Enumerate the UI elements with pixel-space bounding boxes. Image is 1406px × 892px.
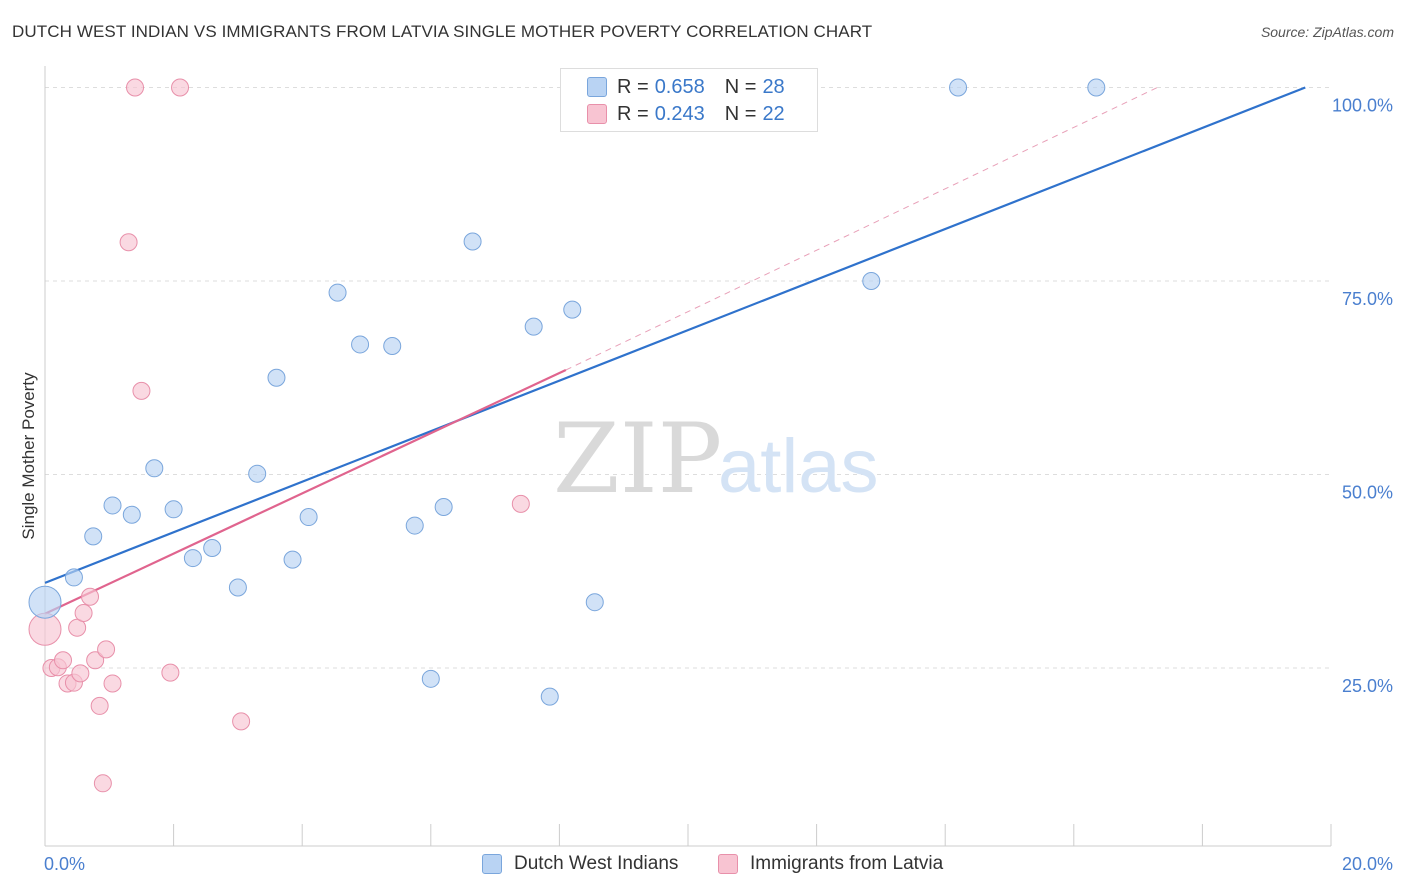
latvia-point (119, 233, 138, 252)
dutch-west-indian-point (145, 459, 164, 478)
dutch-west-indian-point (383, 336, 402, 355)
data-points (28, 78, 1106, 793)
dutch-west-indian-point (949, 78, 968, 97)
dutch-west-indian-point (228, 578, 247, 597)
y-tick-label: 25.0% (1342, 676, 1393, 696)
dutch-west-indian-point (463, 232, 482, 251)
dutch-west-indian-point (267, 368, 286, 387)
latvia-point (86, 651, 105, 670)
y-tick-label: 75.0% (1342, 289, 1393, 309)
x-tick-label: 20.0% (1342, 854, 1393, 874)
latvia-point (103, 674, 122, 693)
dutch-west-indian-point (203, 539, 222, 558)
r-value: 0.658 (654, 75, 705, 98)
dutch-west-indian-point (283, 550, 302, 569)
r-label: R = (617, 102, 649, 125)
latvia-point (74, 604, 93, 623)
dutch-west-indian-point (524, 317, 543, 336)
dutch-west-indian-point (183, 549, 202, 568)
legend-row-dutch-west-indians: R = 0.658 N = 28 (587, 75, 785, 99)
y-tick-label: 50.0% (1342, 482, 1393, 502)
dutch-west-indian-point (405, 516, 424, 535)
dutch-west-indian-point (28, 585, 62, 619)
pink-swatch-icon (718, 854, 738, 874)
axis-labels: 25.0% 50.0% 75.0% 100.0% 0.0% 20.0% Single Mot… (19, 95, 1393, 874)
blue-swatch-icon (587, 77, 607, 97)
dutch-west-indian-point (862, 271, 881, 290)
n-label: N = (724, 102, 757, 125)
bottom-legend-dutch-west-indians: Dutch West Indians (482, 852, 678, 876)
latvia-point (93, 774, 112, 793)
dutch-west-indian-point (103, 496, 122, 515)
bottom-legend-immigrants-from-latvia: Immigrants from Latvia (718, 852, 943, 876)
dutch-west-indian-point (585, 593, 604, 612)
trend-lines (44, 86, 1306, 615)
dutch-west-indian-point (248, 464, 267, 483)
pink-swatch-icon (587, 104, 607, 124)
latvia-point (71, 664, 90, 683)
dutch-west-indian-point (164, 500, 183, 519)
dutch-west-indian-point (351, 335, 370, 354)
dutch-west-indian-point (563, 300, 582, 319)
latvia-point (171, 78, 190, 97)
dutch-west-indian-trend-line (44, 86, 1306, 584)
series1-label: Dutch West Indians (514, 853, 679, 874)
dutch-west-indian-point (299, 508, 318, 527)
dutch-west-indian-point (421, 669, 440, 688)
latvia-point (232, 712, 251, 731)
y-axis-title: Single Mother Poverty (19, 372, 38, 540)
latvia-point (81, 587, 100, 606)
y-tick-label: 100.0% (1332, 95, 1393, 115)
r-value: 0.243 (654, 102, 705, 125)
dutch-west-indian-point (122, 505, 141, 524)
dutch-west-indian-point (1087, 78, 1106, 97)
latvia-point (97, 640, 116, 659)
dutch-west-indian-point (540, 687, 559, 706)
dutch-west-indian-point (84, 527, 103, 546)
latvia-point (90, 696, 109, 715)
latvia-point (132, 381, 151, 400)
dutch-west-indian-point (64, 568, 83, 587)
series2-label: Immigrants from Latvia (750, 853, 944, 874)
x-tick-label: 0.0% (44, 854, 85, 874)
watermark-atlas: atlas (718, 424, 879, 509)
watermark-zip: ZIP (553, 403, 722, 515)
legend-row-immigrants-from-latvia: R = 0.243 N = 22 (587, 102, 785, 126)
dutch-west-indian-point (328, 283, 347, 302)
watermark: ZIP atlas (553, 403, 879, 515)
stats-legend: R = 0.658 N = 28 R = 0.243 N = 22 (560, 68, 818, 132)
n-label: N = (724, 75, 757, 98)
latvia-point (161, 663, 180, 682)
source-label: Source: ZipAtlas.com (1260, 24, 1394, 40)
latvia-point (126, 78, 145, 97)
blue-swatch-icon (482, 854, 502, 874)
axes (44, 66, 1332, 847)
n-value: 22 (762, 102, 785, 125)
latvia-point (511, 494, 530, 513)
n-value: 28 (762, 75, 785, 98)
dutch-west-indian-point (434, 497, 453, 516)
r-label: R = (617, 75, 649, 98)
chart-title: DUTCH WEST INDIAN VS IMMIGRANTS FROM LAT… (12, 22, 873, 41)
latvia-point (54, 651, 73, 670)
latvia-trend-line (44, 368, 567, 615)
